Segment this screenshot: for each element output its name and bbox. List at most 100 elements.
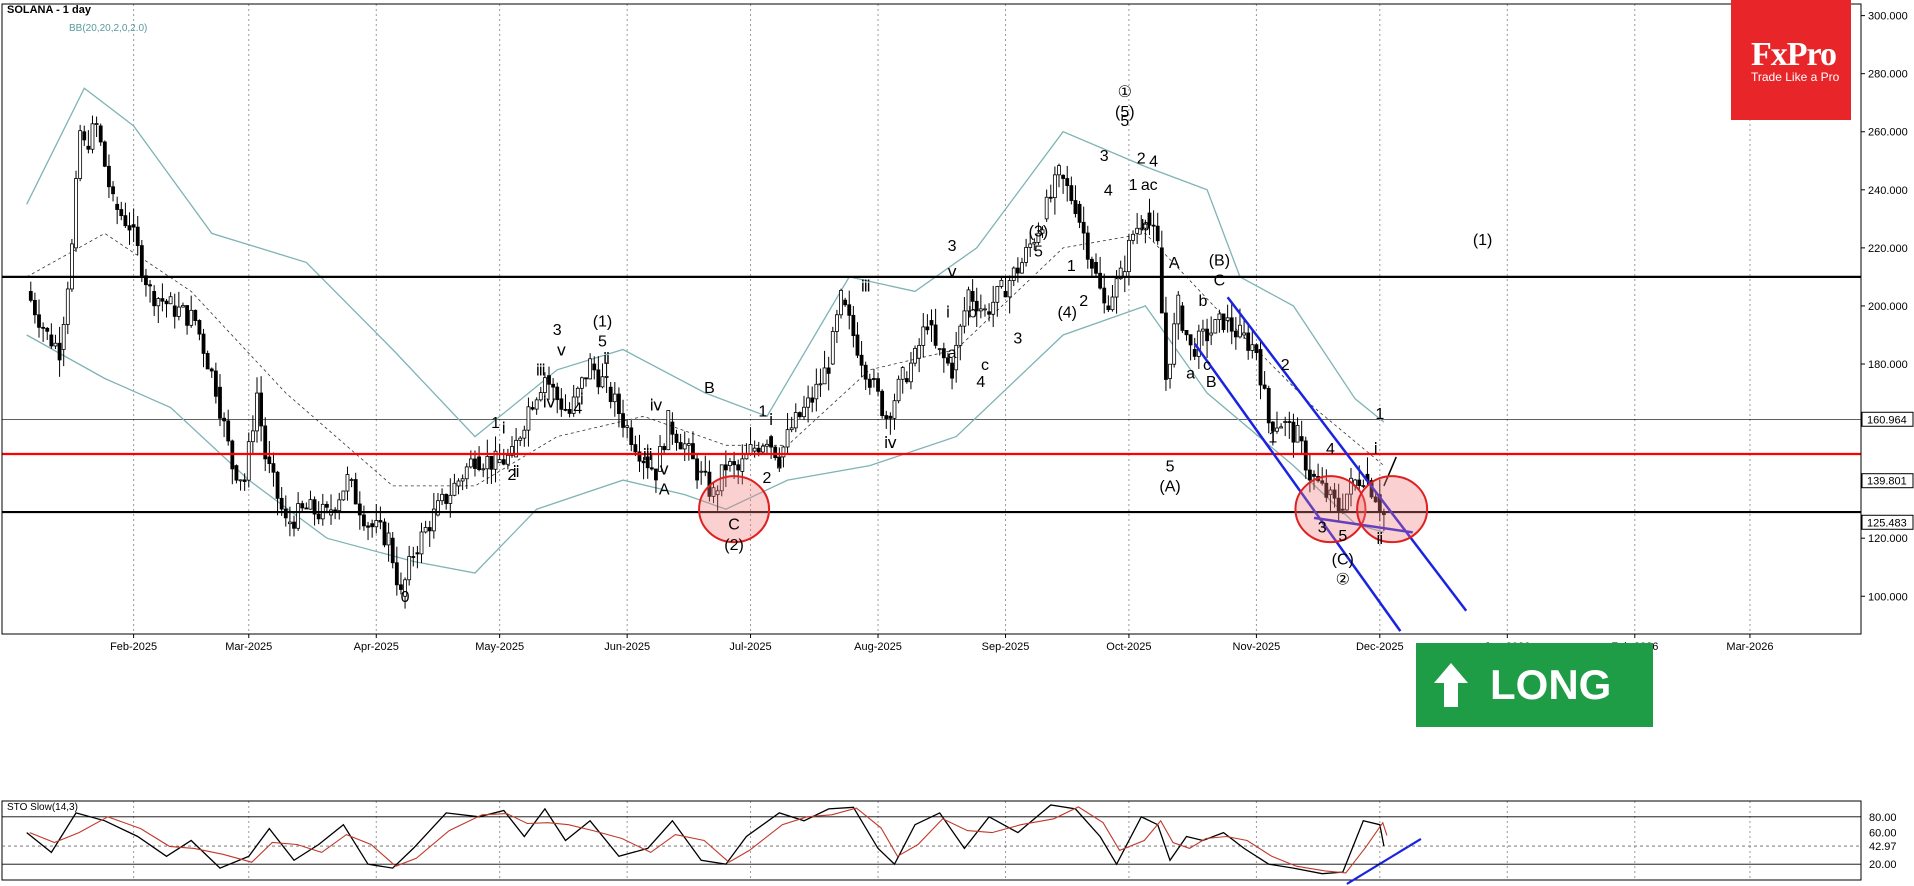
candle-body — [456, 480, 461, 487]
candle-body — [1221, 313, 1226, 331]
candle-body — [773, 446, 778, 459]
candle-body — [777, 457, 782, 467]
candle-body — [283, 508, 288, 519]
candle-body — [510, 446, 514, 456]
stochastic-k-line — [26, 804, 1385, 875]
candle-body — [415, 552, 420, 555]
candle-body — [851, 314, 856, 337]
candle-body — [271, 463, 276, 473]
highlight-circle — [1356, 475, 1429, 544]
candle-body — [497, 459, 502, 464]
wave-label: c — [981, 357, 989, 374]
wave-label: 2 — [1137, 151, 1146, 168]
y-tick-label: 100.000 — [1868, 591, 1908, 603]
wave-label: ⅲ — [643, 447, 653, 464]
wave-label: (2) — [724, 537, 744, 554]
candle-body — [880, 390, 885, 416]
candle-body — [752, 447, 757, 452]
wave-label: 1 — [1129, 177, 1138, 194]
candle-body — [682, 443, 687, 450]
candle-body — [843, 299, 848, 306]
candle-body — [263, 425, 268, 460]
wave-label: ⅴ — [659, 461, 668, 478]
wave-label: 1 — [758, 403, 767, 420]
candle-body — [1213, 319, 1218, 334]
candle-body — [201, 333, 206, 354]
wave-label: C — [728, 516, 740, 533]
candle-body — [1295, 425, 1300, 443]
candle-body — [1098, 272, 1103, 289]
candle-body — [978, 308, 983, 312]
y-tick-label: 260.000 — [1868, 127, 1908, 139]
candle-body — [555, 386, 560, 401]
price-tag-label: 125.483 — [1867, 517, 1907, 529]
stochastic-tick-label: 80.00 — [1869, 812, 1897, 824]
y-tick-label: 220.000 — [1868, 243, 1908, 255]
x-tick-label: May-2025 — [475, 641, 524, 653]
candle-body — [1312, 473, 1316, 477]
candle-body — [181, 305, 185, 308]
candle-body — [1065, 178, 1070, 187]
wave-label: 5 — [1120, 113, 1129, 130]
candle-body — [835, 314, 839, 332]
wave-label: 1 — [1067, 258, 1076, 275]
wave-label: b — [1198, 293, 1207, 310]
candle-body — [98, 125, 103, 143]
candle-body — [123, 215, 128, 227]
candle-body — [107, 165, 111, 188]
candle-body — [213, 370, 218, 397]
candle-body — [312, 499, 317, 515]
candle-body — [983, 308, 987, 311]
candle-body — [884, 415, 889, 420]
candle-body — [958, 325, 963, 346]
candle-body — [588, 358, 593, 380]
candle-body — [888, 415, 893, 419]
candle-body — [789, 427, 794, 431]
candle-body — [489, 456, 494, 470]
wave-label: 4 — [976, 374, 985, 391]
candle-body — [872, 378, 876, 380]
candle-body — [859, 354, 864, 366]
candle-body — [855, 334, 860, 356]
candle-body — [287, 521, 292, 525]
wave-label: c — [1203, 357, 1211, 374]
candle-body — [94, 123, 99, 125]
candle-body — [600, 376, 605, 388]
candle-body — [1275, 427, 1279, 432]
candle-body — [357, 503, 362, 516]
candle-body — [629, 427, 634, 446]
candle-body — [954, 344, 959, 371]
candle-body — [172, 305, 177, 317]
price-tag-box — [1861, 514, 1914, 530]
candle-body — [896, 378, 901, 402]
candle-body — [1102, 287, 1107, 304]
wave-label: 3 — [948, 238, 957, 255]
candle-body — [156, 298, 161, 307]
candle-body — [1246, 332, 1251, 351]
candle-body — [551, 383, 556, 388]
y-tick-label: 200.000 — [1868, 301, 1908, 313]
price-tag-box — [1861, 411, 1914, 427]
candle-body — [1168, 363, 1172, 379]
candle-body — [1139, 227, 1144, 230]
candle-body — [1254, 344, 1259, 354]
stochastic-label: STO Slow(14,3) — [7, 802, 78, 813]
candle-body — [892, 400, 897, 419]
bollinger-bands — [26, 87, 1385, 574]
candle-body — [345, 474, 350, 492]
candle-body — [921, 326, 926, 346]
candle-body — [485, 456, 490, 470]
candle-body — [1164, 312, 1168, 380]
wave-labels: 012345(1)ⅰⅱⅲⅳⅴⅰⅱⅲⅳⅴABC(2)12ⅰⅱⅲⅳ3ⅴⅰabc4(3… — [401, 84, 1493, 606]
candle-body — [950, 362, 954, 379]
wave-label: 2 — [508, 467, 517, 484]
candle-body — [53, 342, 58, 347]
candle-body — [1258, 349, 1263, 386]
candle-body — [246, 441, 251, 481]
candle-body — [1324, 482, 1329, 498]
candle-body — [304, 507, 309, 510]
candle-body — [748, 444, 753, 454]
candle-body — [28, 291, 33, 301]
grid-lines — [2, 4, 1861, 880]
